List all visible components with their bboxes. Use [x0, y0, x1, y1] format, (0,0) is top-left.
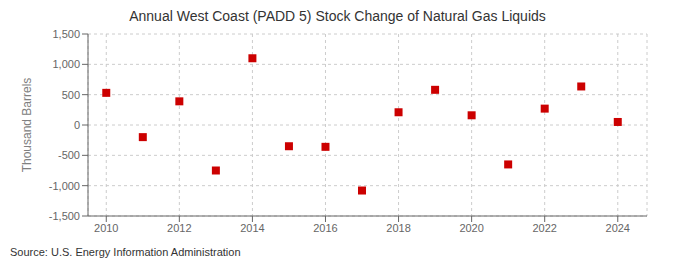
svg-text:2018: 2018	[386, 222, 410, 234]
svg-text:2014: 2014	[240, 222, 264, 234]
svg-text:2016: 2016	[313, 222, 337, 234]
svg-text:2010: 2010	[94, 222, 118, 234]
svg-text:2012: 2012	[167, 222, 191, 234]
html-text:Annual West Coast (PADD 5) Sto: Annual West Coast (PADD 5) Stock Change …	[129, 8, 546, 24]
svg-text:-1,500: -1,500	[49, 210, 80, 222]
svg-text:500: 500	[62, 89, 80, 101]
svg-text:1,000: 1,000	[52, 58, 80, 70]
svg-text:2020: 2020	[459, 222, 483, 234]
svg-text:1,500: 1,500	[52, 28, 80, 40]
html-text:Source: U.S. Energy Informatio: Source: U.S. Energy Information Administ…	[10, 246, 241, 258]
svg-text:0: 0	[74, 119, 80, 131]
svg-text:-500: -500	[58, 149, 80, 161]
svg-text:2024: 2024	[606, 222, 630, 234]
svg-text:-1,000: -1,000	[49, 180, 80, 192]
svg-text:2022: 2022	[532, 222, 556, 234]
svg-text:Thousand Barrels: Thousand Barrels	[20, 78, 34, 173]
